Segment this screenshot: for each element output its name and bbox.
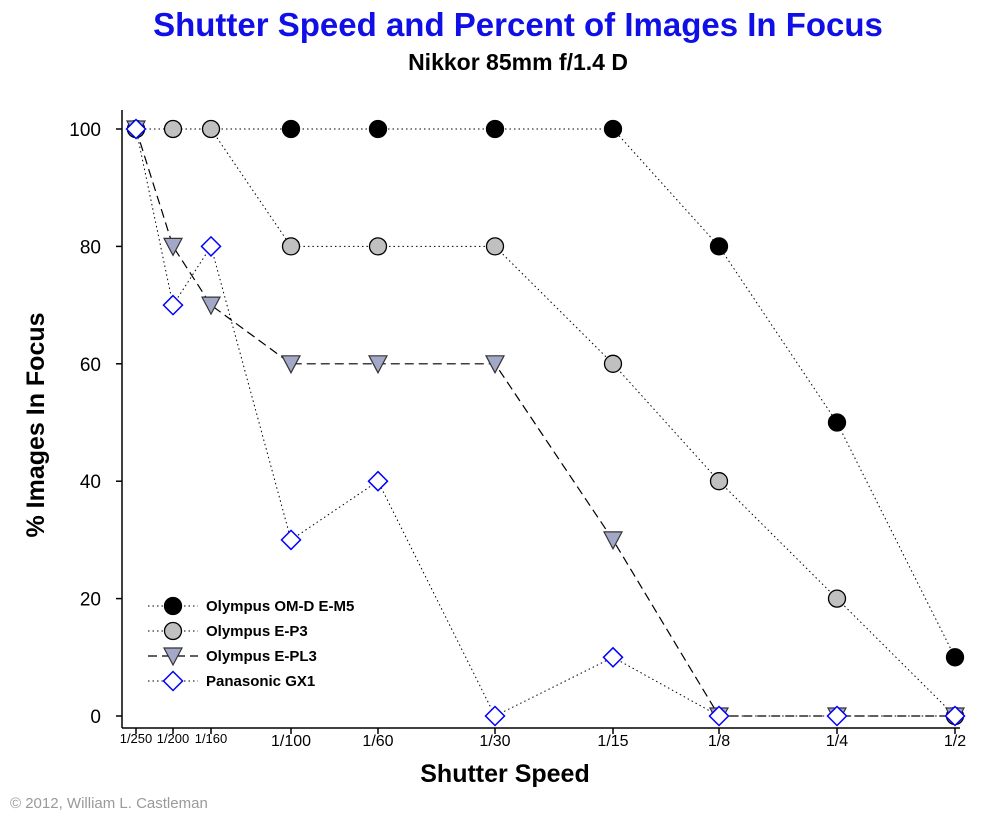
data-point-series-2 — [201, 296, 221, 316]
data-point-series-3 — [200, 235, 222, 257]
x-axis-title: Shutter Speed — [420, 760, 589, 788]
x-tick-label: 1/60 — [362, 733, 393, 750]
chart-title: Shutter Speed and Percent of Images In F… — [153, 6, 883, 43]
x-tick-label: 1/200 — [157, 731, 190, 746]
y-tick-label: 100 — [69, 120, 101, 141]
data-point-series-3 — [826, 705, 848, 727]
x-tick-label: 1/4 — [826, 733, 848, 750]
data-point-series-1 — [163, 119, 183, 139]
data-point-series-1 — [281, 237, 301, 256]
x-tick-label: 1/30 — [479, 733, 510, 750]
y-tick-label: 40 — [80, 472, 101, 493]
legend: Olympus OM-D E-M5 Olympus E-P3 Olympus E-P… — [148, 596, 354, 692]
data-point-series-0 — [281, 119, 301, 139]
data-point-series-0 — [485, 119, 505, 139]
copyright-notice: © 2012, William L. Castleman — [10, 795, 208, 812]
data-point-series-2 — [281, 355, 301, 375]
legend-marker — [163, 647, 183, 667]
data-point-series-3 — [162, 294, 184, 316]
x-tick-label: 1/2 — [944, 733, 966, 750]
data-point-series-1 — [368, 237, 388, 256]
x-ticks: 1/250 1/200 1/160 1/100 1/60 1/30 1/15 1/8 1/4 1/… — [120, 728, 966, 750]
data-point-series-3 — [708, 705, 730, 727]
data-point-series-1 — [201, 119, 221, 139]
legend-label: Olympus E-PL3 — [206, 648, 317, 665]
data-point-series-0 — [827, 413, 847, 432]
data-point-series-3 — [944, 705, 966, 727]
data-point-series-1 — [827, 589, 847, 608]
series-line-3 — [135, 128, 955, 717]
y-tick-label: 20 — [80, 590, 101, 611]
data-point-series-1 — [709, 472, 729, 491]
y-tick-label: 60 — [80, 355, 101, 376]
y-axis-title: % Images In Focus — [22, 312, 50, 537]
x-tick-label: 1/15 — [597, 733, 628, 750]
x-tick-label: 1/250 — [120, 731, 153, 746]
data-point-series-3 — [367, 470, 389, 492]
data-point-series-2 — [603, 531, 623, 551]
x-tick-label: 1/100 — [271, 733, 311, 750]
legend-marker — [163, 621, 183, 641]
series-line-0 — [136, 128, 956, 658]
data-point-series-1 — [603, 354, 623, 373]
data-point-series-3 — [484, 705, 506, 727]
y-tick-label: 80 — [80, 237, 101, 258]
data-point-series-2 — [163, 237, 183, 257]
series-points — [125, 118, 966, 727]
data-point-series-1 — [485, 237, 505, 256]
x-tick-label: 1/8 — [708, 733, 730, 750]
x-tick-label: 1/160 — [195, 731, 228, 746]
data-point-series-0 — [709, 237, 729, 256]
data-point-series-3 — [602, 646, 624, 668]
legend-marker — [162, 670, 184, 692]
data-point-series-0 — [603, 119, 623, 139]
legend-marker — [163, 596, 183, 616]
y-tick-label: 0 — [90, 707, 101, 728]
legend-label: Olympus OM-D E-M5 — [206, 598, 354, 615]
y-ticks: 0 20 40 60 80 100 — [69, 120, 122, 728]
data-point-series-0 — [368, 119, 388, 139]
series-line-1 — [136, 128, 956, 717]
series-lines — [135, 128, 956, 717]
legend-label: Panasonic GX1 — [206, 673, 315, 690]
data-point-series-2 — [485, 355, 505, 375]
data-point-series-0 — [945, 648, 965, 667]
data-point-series-2 — [368, 355, 388, 375]
data-point-series-3 — [280, 529, 302, 551]
chart-subtitle: Nikkor 85mm f/1.4 D — [408, 49, 628, 75]
data-point-series-3 — [125, 118, 147, 140]
legend-label: Olympus E-P3 — [206, 623, 308, 640]
